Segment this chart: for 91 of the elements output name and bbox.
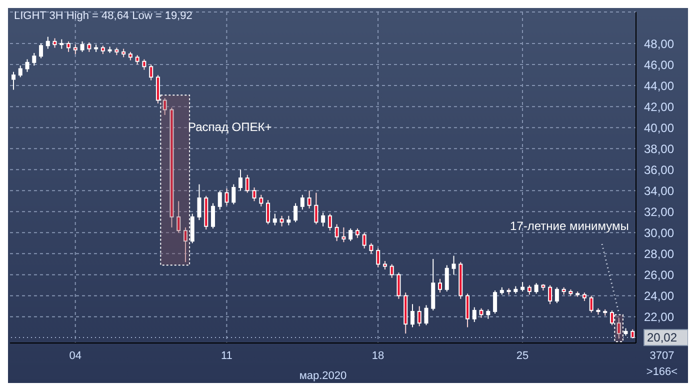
y-tick-label: 32,00: [644, 204, 674, 219]
text: >166<: [646, 366, 678, 378]
y-tick-label: 42,00: [644, 100, 674, 114]
candlestick: [224, 188, 229, 206]
candlestick: [314, 192, 318, 225]
candlestick: [527, 284, 532, 296]
candlestick: [548, 284, 552, 305]
y-tick-label: 40,00: [644, 120, 674, 135]
candlestick: [369, 242, 374, 254]
y-tick-label: 36,00: [644, 162, 674, 177]
candlestick: [396, 272, 401, 300]
y-tick-label: 24,00: [644, 288, 674, 303]
candlestick: [162, 98, 167, 116]
candlestick: [466, 293, 470, 328]
candlestick: [135, 54, 140, 66]
candlestick: [328, 213, 332, 232]
y-tick-label: 46,00: [644, 58, 674, 72]
candlestick: [610, 310, 614, 326]
candlestick: [616, 317, 621, 340]
candlestick: [73, 44, 78, 55]
candlestick: [12, 71, 16, 90]
candlestick: [444, 264, 449, 292]
candlestick: [424, 304, 428, 326]
y-tick-label: 34,00: [644, 184, 674, 198]
y-tick-label: 26,00: [644, 268, 674, 282]
candlestick: [60, 38, 64, 50]
candlestick: [39, 43, 44, 59]
chart-title: LIGHT 3H High = 48,64 Low = 19,92: [14, 10, 192, 22]
candlestick: [294, 202, 298, 223]
candlestick: [493, 290, 498, 314]
y-tick-label: 22,00: [644, 310, 674, 324]
candlestick: [32, 52, 36, 66]
candlestick: [479, 308, 484, 318]
candlestick: [417, 306, 422, 327]
candlestick: [554, 286, 559, 304]
x-axis-title: мар.2020: [299, 370, 347, 382]
candlestick: [46, 36, 50, 50]
candlestick: [245, 174, 250, 194]
y-tick-label: 28,00: [644, 246, 674, 261]
candlestick: [472, 306, 476, 322]
x-tick-label: 04: [69, 350, 82, 362]
candlestick: [80, 40, 84, 52]
candlestick: [390, 264, 394, 278]
candlestick: [307, 190, 312, 209]
candlestick: [376, 248, 380, 268]
candlestick: [238, 169, 243, 192]
candlestick: [534, 282, 538, 294]
candlestick: [183, 226, 188, 263]
candlestick: [259, 194, 264, 207]
candlestick: [286, 215, 291, 226]
candlestick: [280, 215, 284, 227]
candlestick: [410, 304, 414, 328]
candlestick: [266, 200, 270, 225]
candlestick: [321, 212, 326, 227]
candlestick: [156, 74, 160, 104]
candlestick: [355, 228, 360, 238]
y-tick-label: 48,00: [644, 36, 674, 51]
candlestick: [486, 308, 490, 320]
candlestick: [342, 226, 346, 243]
candlestick: [52, 38, 57, 48]
candlestick: [520, 282, 525, 292]
x-tick-label: 25: [516, 350, 529, 362]
candlestick: [334, 224, 339, 242]
text: 3707: [650, 350, 674, 362]
candlestick: [218, 190, 222, 210]
candlestick: [149, 64, 154, 81]
candlestick: [252, 186, 256, 202]
candlestick: [87, 42, 92, 52]
annotation: Распад ОПЕК+: [188, 120, 272, 134]
candlestick: [18, 65, 22, 78]
candlestick: [232, 184, 236, 205]
candlestick: [176, 200, 181, 234]
candlestick: [348, 228, 353, 242]
candlestick: [438, 278, 442, 294]
candlestick: [142, 58, 146, 70]
x-tick-label: 11: [220, 350, 232, 362]
ref-line-label: 20,02: [647, 330, 678, 345]
x-tick-label: 18: [372, 350, 384, 362]
annotation: 17-летние минимумы: [510, 219, 629, 233]
candlestick: [197, 184, 202, 221]
y-tick-label: 44,00: [644, 78, 674, 93]
y-tick-label: 38,00: [644, 142, 674, 156]
candlestick: [210, 202, 215, 229]
candlestick: [66, 40, 71, 52]
candlestick: [362, 232, 366, 249]
candlestick: [300, 194, 304, 210]
y-tick-label: 30,00: [644, 226, 674, 240]
candlestick: [452, 255, 456, 276]
candlestick: [272, 213, 277, 226]
candlestick: [589, 295, 594, 314]
candlestick: [25, 58, 30, 72]
